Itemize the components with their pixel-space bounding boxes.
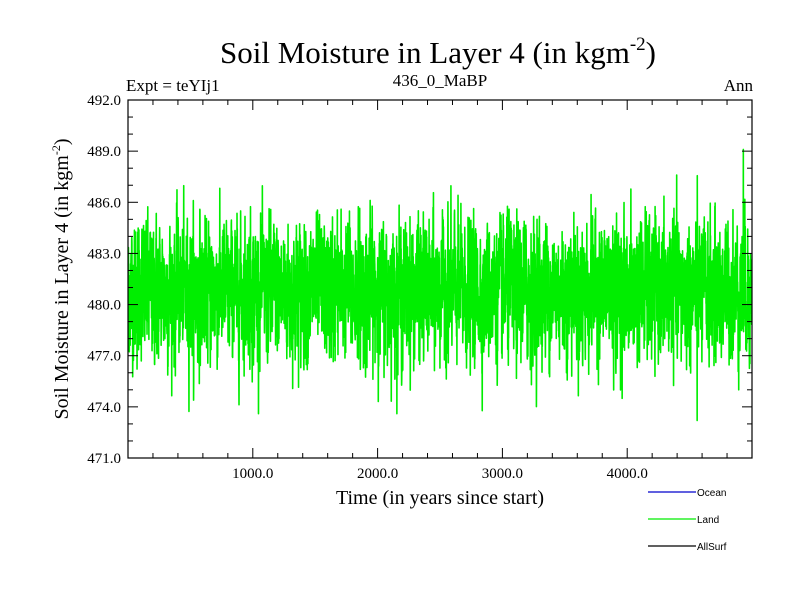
y-tick-label: 471.0 (87, 451, 121, 467)
x-tick-label: 4000.0 (607, 466, 648, 482)
y-tick-label: 483.0 (87, 246, 121, 262)
chart-title-superscript: -2 (630, 34, 646, 55)
x-axis-label: Time (in years since start) (336, 487, 544, 509)
chart-title-main: Soil Moisture in Layer 4 (in kgm (220, 35, 630, 70)
legend: Ocean Land AllSurf (648, 488, 727, 553)
y-tick-label: 489.0 (87, 144, 121, 160)
y-tick-label: 477.0 (87, 349, 121, 365)
series-line-land (128, 148, 752, 422)
x-tick-label: 3000.0 (482, 466, 523, 482)
x-tick-label: 2000.0 (357, 466, 398, 482)
chart-title-close: ) (646, 35, 656, 70)
y-axis-label: Soil Moisture in Layer 4 (in kgm-2) (49, 138, 73, 419)
series-group (128, 148, 752, 422)
y-tick-label: 486.0 (87, 195, 121, 211)
y-tick-label: 480.0 (87, 298, 121, 314)
chart-title: Soil Moisture in Layer 4 (in kgm-2) (220, 34, 656, 70)
subtitle-center: 436_0_MaBP (393, 71, 487, 90)
y-axis-label-close: ) (51, 138, 73, 145)
x-tick-label: 1000.0 (232, 466, 273, 482)
plot-frame (127, 99, 753, 459)
subtitle-right: Ann (724, 76, 754, 95)
subtitle-left: Expt = teYIj1 (126, 76, 220, 95)
y-tick-label: 492.0 (87, 93, 121, 109)
legend-label-allsurf: AllSurf (697, 542, 727, 553)
legend-label-land: Land (697, 515, 719, 526)
x-axis-ticks: 1000.0 2000.0 3000.0 4000.0 (152, 100, 728, 482)
y-axis-ticks: 471.0 474.0 477.0 480.0 483.0 486.0 489.0 492.0 (87, 93, 752, 467)
legend-label-ocean: Ocean (697, 488, 726, 499)
y-tick-label: 474.0 (87, 400, 121, 416)
y-axis-label-main: Soil Moisture in Layer 4 (in kgm (51, 155, 73, 420)
y-axis-label-superscript: -2 (49, 145, 63, 155)
